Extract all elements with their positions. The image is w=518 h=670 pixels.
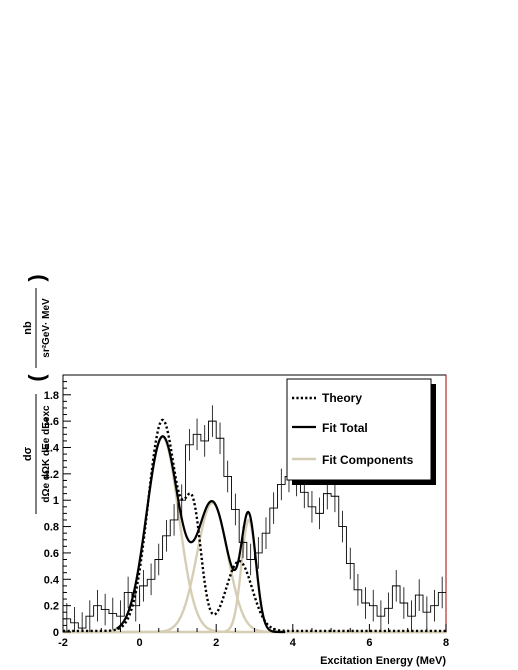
x-tick-label: 0 xyxy=(137,637,143,649)
y-tick-label: 0.4 xyxy=(44,574,60,586)
x-tick-label: 4 xyxy=(290,637,297,649)
y-tick-label: 0.6 xyxy=(44,548,59,560)
y-axis-title: dσ dΩe dΩK dEe dEexc ( nb sr²GeV· MeV ) xyxy=(22,274,52,514)
y-title-numerator: dσ xyxy=(22,446,34,461)
legend-label-fit-total: Fit Total xyxy=(322,421,368,435)
x-tick-label: 8 xyxy=(443,637,449,649)
legend-label-theory: Theory xyxy=(322,391,362,405)
fit-total xyxy=(116,435,286,634)
y-tick-label: 0 xyxy=(53,627,59,639)
y-tick-label: 1.4 xyxy=(44,442,60,454)
fit-total-curve xyxy=(116,435,286,634)
y-tick-label: 1.8 xyxy=(44,390,59,402)
x-tick-label: 2 xyxy=(213,637,219,649)
legend: Theory Fit Total Fit Components xyxy=(286,378,436,485)
y-axis: 0 0.2 0.4 0.6 0.8 1 1.2 1.4 1.6 1.8 xyxy=(44,374,71,639)
legend-box xyxy=(286,378,432,481)
x-axis: -2 0 2 4 6 8 xyxy=(58,624,449,649)
y-tick-label: 1 xyxy=(53,495,59,507)
y-units-denominator: sr²GeV· MeV xyxy=(41,298,52,358)
x-tick-label: -2 xyxy=(58,637,68,649)
y-tick-label: 1.6 xyxy=(44,416,59,428)
x-tick-label: 6 xyxy=(366,637,372,649)
y-units-numerator: nb xyxy=(22,321,34,335)
y-tick-label: 0.2 xyxy=(44,601,59,613)
legend-label-fit-components: Fit Components xyxy=(322,453,414,467)
y-title-paren-right: ) xyxy=(24,274,49,281)
y-tick-label: 1.2 xyxy=(44,469,59,481)
y-title-paren-left: ( xyxy=(24,374,49,382)
x-axis-title: Excitation Energy (MeV) xyxy=(320,655,446,667)
y-tick-label: 0.8 xyxy=(44,522,59,534)
y-title-denominator: dΩe dΩK dEe dEexc xyxy=(41,405,52,503)
